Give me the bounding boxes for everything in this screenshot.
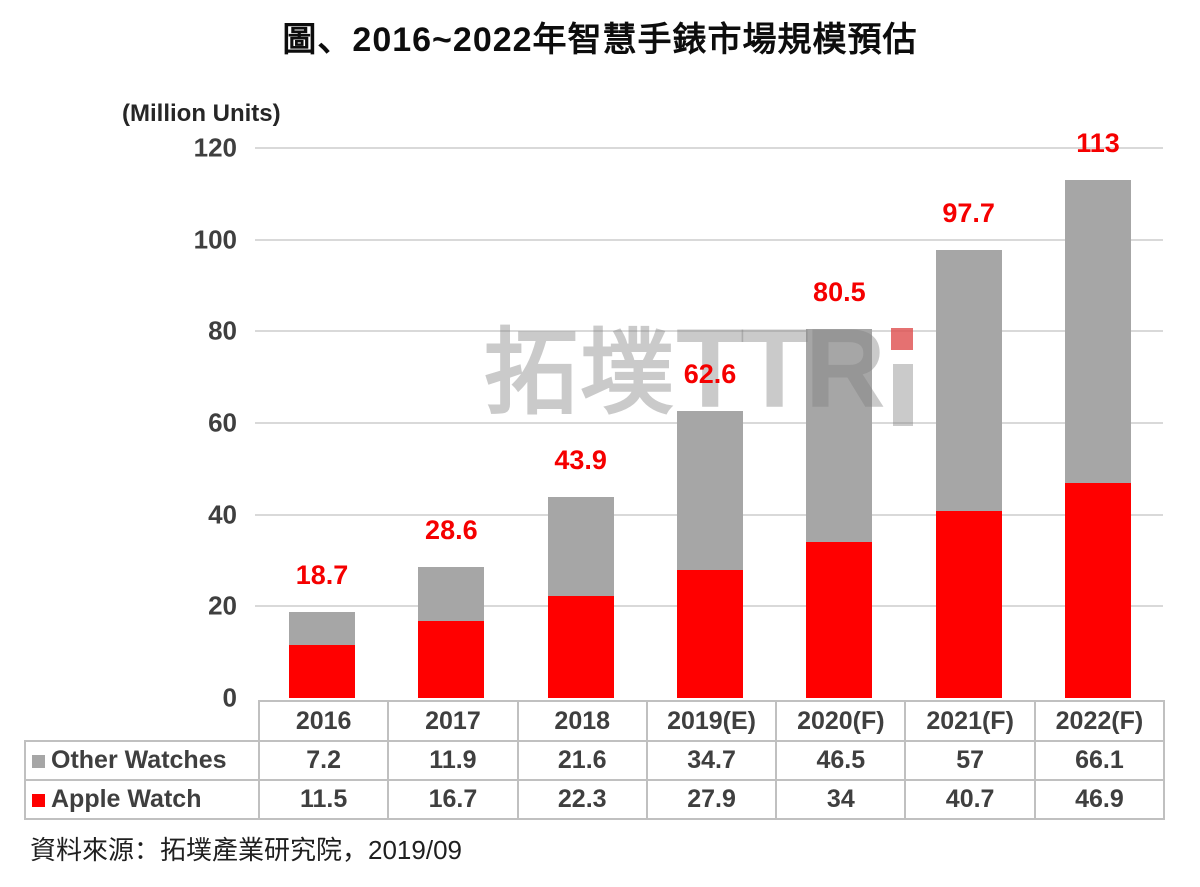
year-header-2022(F): 2022(F) (1033, 700, 1166, 742)
y-tick-0: 0 (222, 682, 237, 713)
y-tick-100: 100 (193, 224, 237, 255)
y-tick-60: 60 (208, 407, 237, 438)
total-label-2017: 28.6 (425, 514, 478, 545)
value-apple-watch-2016: 11.5 (257, 779, 390, 820)
value-other-watches-2020(F): 46.5 (775, 740, 907, 781)
chart-title: 圖、2016~2022年智慧手錶市場規模預估 (282, 21, 918, 59)
value-other-watches-2016: 7.2 (257, 740, 390, 781)
total-label-2021(F): 97.7 (942, 198, 995, 229)
value-other-watches-2019(E): 34.7 (645, 740, 778, 781)
value-other-watches-2021(F): 57 (904, 740, 1036, 781)
bar-apple-watch-2016 (289, 645, 355, 698)
year-header-2019(E): 2019(E) (645, 700, 778, 742)
legend-cell-other-watches: Other Watches (24, 740, 260, 781)
data-table: 2016 2017 2018 2019(E) 2020(F) 2021(F) 2022(F)… (24, 700, 1166, 820)
bar-other-watches-2020(F) (806, 329, 873, 543)
bar-apple-watch-2019(E) (676, 570, 743, 698)
bar-apple-watch-2021(F) (935, 511, 1002, 698)
gridline-100 (255, 238, 1163, 241)
watermark-i-stem (892, 364, 913, 426)
value-other-watches-2018: 21.6 (516, 740, 648, 781)
year-header-2017: 2017 (387, 700, 519, 742)
y-tick-80: 80 (208, 315, 237, 346)
value-apple-watch-2017: 16.7 (387, 779, 519, 820)
value-apple-watch-2022(F): 46.9 (1033, 779, 1166, 820)
year-header-2018: 2018 (516, 700, 648, 742)
y-tick-40: 40 (208, 499, 237, 530)
value-other-watches-2017: 11.9 (387, 740, 519, 781)
year-header-2016: 2016 (257, 700, 390, 742)
watermark-i-glyph (890, 324, 918, 426)
bar-other-watches-2021(F) (935, 250, 1002, 512)
value-apple-watch-2020(F): 34 (775, 779, 907, 820)
table-corner-blank (25, 701, 259, 741)
total-label-2020(F): 80.5 (813, 277, 866, 308)
value-apple-watch-2018: 22.3 (516, 779, 648, 820)
y-axis-unit-label: (Million Units) (122, 100, 281, 127)
gridline-120 (255, 147, 1163, 149)
bar-other-watches-2018 (547, 496, 614, 596)
bar-other-watches-2017 (418, 566, 485, 622)
source-note: 資料來源：拓墣產業研究院，2019/09 (30, 835, 462, 865)
legend-swatch (32, 755, 45, 768)
legend-label: Apple Watch (51, 785, 202, 813)
bar-apple-watch-2017 (418, 621, 485, 698)
year-header-2020(F): 2020(F) (775, 700, 907, 742)
bar-other-watches-2022(F) (1064, 180, 1131, 484)
bar-other-watches-2019(E) (676, 411, 743, 571)
legend-cell-apple-watch: Apple Watch (24, 779, 260, 820)
legend-swatch (32, 794, 45, 807)
bar-apple-watch-2022(F) (1064, 483, 1131, 698)
bar-apple-watch-2018 (547, 595, 614, 698)
value-apple-watch-2021(F): 40.7 (904, 779, 1036, 820)
y-tick-120: 120 (193, 132, 237, 163)
value-apple-watch-2019(E): 27.9 (645, 779, 778, 820)
gridline-80 (255, 330, 1163, 333)
year-header-2021(F): 2021(F) (904, 700, 1036, 742)
total-label-2018: 43.9 (554, 444, 607, 475)
y-tick-20: 20 (208, 590, 237, 621)
watermark-cjk-text: 拓墣 (484, 320, 677, 425)
total-label-2022(F): 113 (1076, 128, 1120, 159)
value-other-watches-2022(F): 66.1 (1033, 740, 1166, 781)
total-label-2016: 18.7 (295, 560, 349, 591)
total-label-2019(E): 62.6 (683, 359, 737, 390)
bar-apple-watch-2020(F) (806, 542, 873, 698)
legend-label: Other Watches (51, 746, 227, 774)
bar-other-watches-2016 (289, 612, 355, 646)
